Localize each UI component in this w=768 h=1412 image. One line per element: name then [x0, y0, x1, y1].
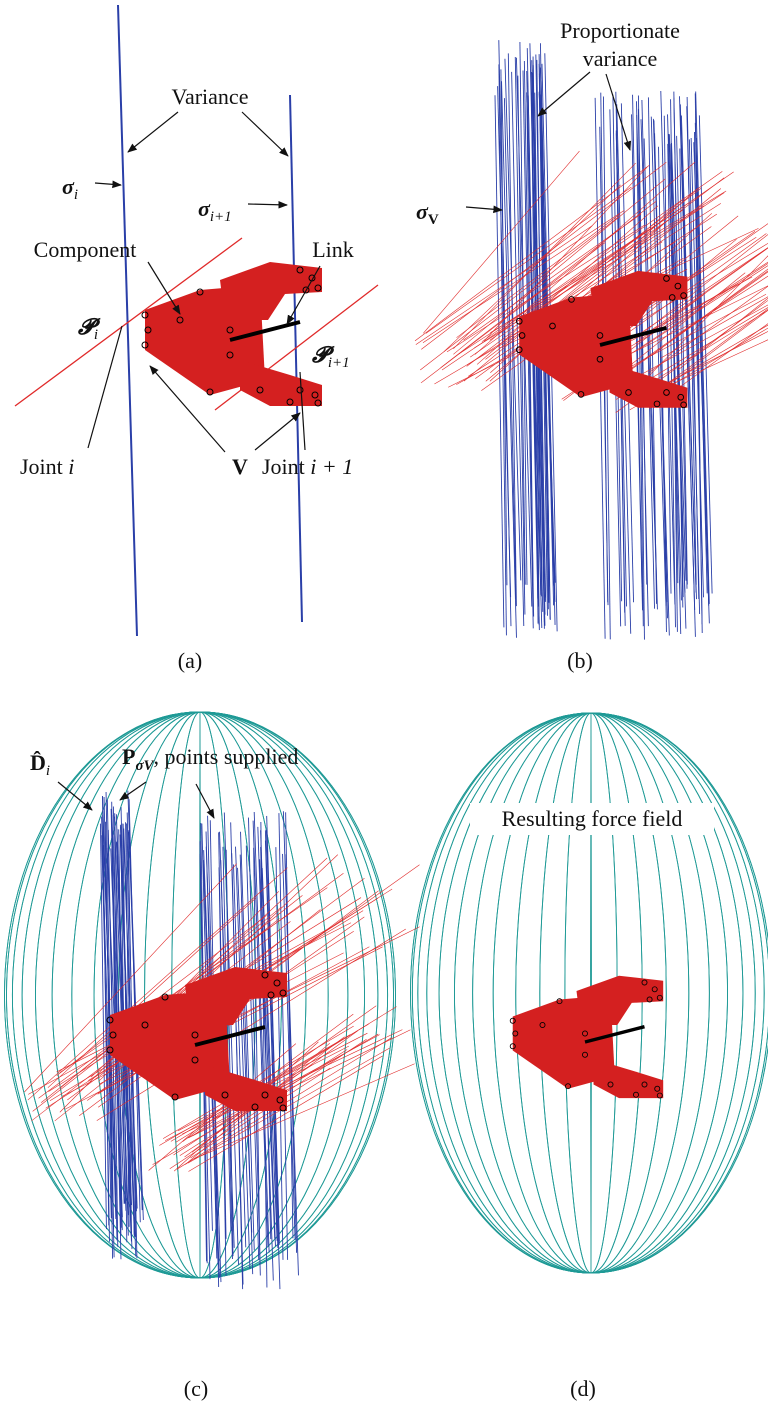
label-part: , points supplied — [154, 744, 299, 769]
label: Component — [34, 237, 137, 262]
label: 𝓟i — [78, 314, 101, 343]
label-part: i + 1 — [310, 454, 353, 479]
label: σV — [416, 199, 439, 228]
variance-line — [290, 95, 302, 622]
label-part: i — [68, 454, 74, 479]
label: Joint i — [20, 454, 74, 479]
label-part: i+1 — [328, 355, 350, 371]
caption: (d) — [570, 1376, 596, 1401]
label: Joint i + 1 — [262, 454, 353, 479]
label-part: i — [46, 763, 50, 779]
label: Variance — [172, 84, 249, 109]
label-part: σV — [135, 758, 155, 774]
label-part: V — [428, 212, 439, 228]
label-part: Joint — [262, 454, 305, 479]
component — [510, 976, 663, 1098]
rendering — [5, 5, 768, 1289]
label: V — [232, 454, 248, 479]
caption: (c) — [184, 1376, 208, 1401]
label: D̂i — [30, 750, 50, 779]
label: σi — [62, 174, 78, 203]
variance-line — [118, 5, 137, 636]
label: Proportionate — [560, 18, 680, 43]
label: σi+1 — [198, 196, 232, 225]
label-part: i — [74, 187, 78, 203]
label-part: D̂ — [30, 750, 46, 775]
label: 𝓟i+1 — [312, 342, 350, 371]
panel-d: Resulting force field (d) — [470, 803, 714, 1401]
label-part: i — [94, 327, 98, 343]
sample-line — [286, 812, 293, 1238]
caption: (b) — [567, 648, 593, 673]
sample-line — [283, 854, 296, 1240]
label: Link — [312, 237, 354, 262]
caption: (a) — [178, 648, 202, 673]
label-part: Joint — [20, 454, 63, 479]
label-part: i+1 — [210, 209, 232, 225]
label-part: P — [122, 744, 135, 769]
figure: Variance σi σi+1 Component Link 𝓟i 𝓟i+1 … — [0, 0, 768, 1412]
label: Resulting force field — [502, 806, 683, 831]
sample-line — [674, 241, 768, 336]
label: variance — [583, 46, 658, 71]
